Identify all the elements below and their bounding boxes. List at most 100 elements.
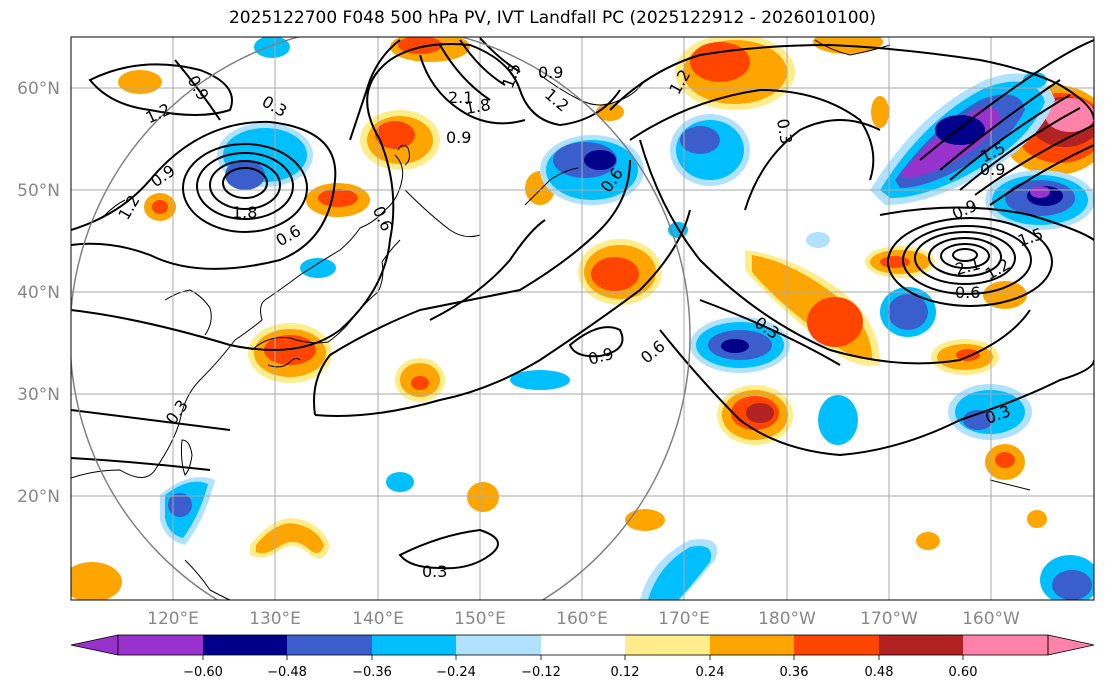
- anomaly-blob: [880, 256, 910, 268]
- contour-line: [313, 159, 631, 416]
- anomaly-blob: [1045, 98, 1094, 132]
- anomaly-blob: [648, 546, 712, 600]
- contour-line: [928, 237, 1002, 277]
- contour-line: [209, 160, 281, 210]
- contour-line: [609, 43, 1094, 121]
- anomaly-blob: [680, 126, 720, 154]
- anomaly-blob: [118, 70, 162, 94]
- anomaly-blob: [721, 339, 749, 353]
- anomaly-blob: [690, 42, 750, 82]
- lon-label-170w: 170°W: [860, 609, 918, 629]
- colorbar-tick-label: −0.36: [352, 665, 392, 680]
- anomaly-blob: [254, 37, 290, 58]
- contour-line: [182, 143, 308, 233]
- contour-line: [71, 43, 621, 351]
- anomaly-blob: [510, 370, 570, 390]
- colorbar-tick-label: 0.12: [611, 665, 640, 680]
- anomaly-blob: [995, 452, 1015, 468]
- anomaly-blob: [375, 121, 415, 149]
- anomaly-blob: [256, 523, 324, 554]
- colorbar-swatch: [287, 635, 372, 655]
- contour-line: [196, 152, 294, 220]
- lat-label-20n: 20°N: [17, 487, 60, 507]
- contour-line: [879, 206, 1094, 241]
- colorbar-tick-label: 0.24: [696, 665, 725, 680]
- contour-label: 1.8: [232, 203, 257, 222]
- contour-label: 0.9: [446, 128, 471, 147]
- colorbar-swatch: [541, 635, 625, 655]
- anomaly-blob: [318, 189, 358, 207]
- lon-label-120e: 120°E: [147, 609, 199, 629]
- lat-label-40n: 40°N: [17, 283, 60, 303]
- anomaly-blob: [963, 410, 993, 430]
- contour-line: [174, 59, 221, 121]
- contour-line: [349, 39, 401, 141]
- anomaly-blob: [225, 160, 265, 190]
- contour-line: [887, 217, 1053, 307]
- colorbar-extend-max: [1047, 634, 1095, 656]
- colorbar-tick-label: −0.12: [521, 665, 561, 680]
- anomaly-blob: [871, 96, 889, 128]
- lon-label-170e: 170°E: [658, 609, 710, 629]
- anomaly-blob: [168, 493, 192, 517]
- contour-line: [989, 144, 1094, 206]
- anomaly-blob: [584, 150, 616, 170]
- contour-line: [629, 88, 875, 181]
- colorbar-swatch: [456, 635, 541, 655]
- contour-line: [429, 219, 546, 321]
- contour-line: [974, 124, 1094, 196]
- colorbar-swatch: [203, 635, 287, 655]
- longitude-labels: 120°E 130°E 140°E 150°E 160°E 170°E 180°…: [147, 609, 1020, 629]
- anomaly-blob: [956, 349, 980, 361]
- colorbar: −0.60 −0.48 −0.36 −0.24 −0.12 0.12 0.24 …: [70, 634, 1095, 680]
- colorbar-tick-label: 0.36: [780, 665, 809, 680]
- contour-line: [222, 167, 268, 199]
- lon-label-160w: 160°W: [962, 609, 1020, 629]
- anomaly-blob: [411, 376, 429, 390]
- lon-label-130e: 130°E: [249, 609, 301, 629]
- contour-line: [88, 63, 233, 116]
- pv-contours: [71, 37, 1094, 570]
- anomaly-blob: [467, 482, 499, 512]
- lat-label-60n: 60°N: [17, 79, 60, 99]
- colorbar-swatch: [963, 635, 1048, 655]
- colorbar-frame: [117, 634, 1049, 656]
- colorbar-swatch: [372, 635, 456, 655]
- contour-label: 0.3: [773, 117, 796, 145]
- anomaly-blob: [1027, 510, 1047, 528]
- colorbar-tick-label: 0.60: [949, 665, 978, 680]
- contour-line: [639, 139, 1031, 365]
- colorbar-swatch: [118, 635, 203, 655]
- colorbar-swatch: [625, 635, 710, 655]
- contour-line: [952, 248, 978, 262]
- contour-line: [939, 79, 1061, 171]
- anomaly-blob: [1052, 570, 1092, 600]
- contour-line: [744, 119, 881, 211]
- contour-line: [902, 225, 1032, 295]
- contour-line: [419, 54, 526, 125]
- colorbar-tick-label: −0.24: [436, 665, 476, 680]
- contour-line: [568, 326, 624, 358]
- contour-label: 0.3: [422, 562, 447, 581]
- colorbar-tick-label: 0.48: [865, 665, 894, 680]
- colorbar-tick-label: −0.60: [183, 665, 223, 680]
- anomaly-blob: [71, 562, 122, 600]
- contour-label: 1.8: [464, 95, 492, 118]
- latitude-labels: 60°N 50°N 40°N 30°N 20°N: [17, 79, 60, 507]
- contour-line: [439, 44, 491, 101]
- map-frame: [70, 36, 1095, 601]
- lon-label-180w: 180°W: [758, 609, 816, 629]
- anomaly-blob: [591, 257, 639, 291]
- anomaly-blob: [625, 509, 665, 531]
- lat-label-30n: 30°N: [17, 385, 60, 405]
- anomaly-blob: [746, 403, 774, 423]
- anomaly-blob: [806, 232, 830, 248]
- anomaly-blob: [916, 532, 940, 550]
- colorbar-extend-min: [70, 634, 119, 656]
- lon-label-150e: 150°E: [454, 609, 506, 629]
- anomaly-blob: [888, 294, 928, 330]
- contour-line: [940, 243, 990, 269]
- lon-label-160e: 160°E: [556, 609, 608, 629]
- anomaly-blob: [300, 258, 336, 278]
